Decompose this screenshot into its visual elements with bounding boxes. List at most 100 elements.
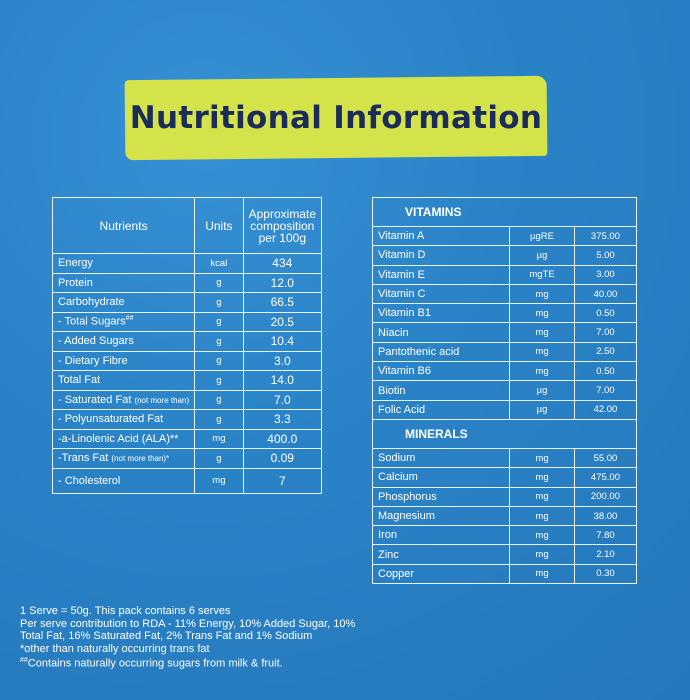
- value-cell: 10.4: [242, 331, 323, 352]
- value-cell: 7: [242, 467, 323, 494]
- unit-cell: g: [194, 448, 244, 469]
- nutrient-name: Zinc: [371, 544, 511, 565]
- nutrient-name: Iron: [371, 525, 511, 546]
- nutrient-row: -a-Linolenic Acid (ALA)** mg 400.0: [51, 428, 323, 449]
- unit-cell: µg: [509, 380, 575, 401]
- nutrition-table: Nutrients Units Approximate composition pe…: [51, 197, 323, 494]
- value-cell: 3.3: [242, 409, 323, 430]
- unit-cell: mgTE: [509, 264, 575, 285]
- nutrient-name: Calcium: [371, 467, 511, 488]
- header-cell: Nutrients: [51, 197, 196, 254]
- nutrient-name: Copper: [371, 563, 511, 585]
- unit-cell: mg: [509, 486, 575, 507]
- nutrient-name: Protein: [58, 276, 93, 289]
- unit-cell: µg: [509, 245, 575, 266]
- nutrient-name: Energy: [58, 257, 93, 270]
- nutrient-name: Vitamin B1: [371, 303, 511, 324]
- nutrient-note: (not more than): [134, 395, 190, 405]
- footnote-line: *other than naturally occurring trans fa…: [20, 642, 210, 655]
- nutrient-cell: - Cholesterol: [51, 467, 196, 494]
- nutrient-cell: -a-Linolenic Acid (ALA)**: [51, 428, 196, 449]
- nutrient-name: Vitamin B6: [371, 361, 511, 382]
- footnote-mark: ##: [125, 315, 134, 323]
- unit-cell: g: [194, 350, 244, 371]
- section-row: MINERALS: [372, 418, 637, 449]
- nutrient-row: Phosphorus mg 200.00: [371, 486, 638, 507]
- header-cell: Approximate composition per 100g: [242, 197, 323, 254]
- nutrient-name: Vitamin A: [371, 225, 511, 247]
- unit-cell: mg: [509, 303, 575, 324]
- nutrient-name: - Saturated Fat: [58, 393, 132, 406]
- nutrient-cell: Carbohydrate: [51, 292, 196, 313]
- unit-cell: kcal: [194, 253, 244, 274]
- nutrient-row: - Dietary Fibre g 3.0: [51, 350, 323, 371]
- nutrient-row: Vitamin B1 mg 0.50: [371, 303, 638, 324]
- footnote-line: ##Contains naturally occurring sugars fr…: [20, 655, 355, 670]
- unit-cell: g: [194, 292, 244, 313]
- nutrient-row: Biotin µg 7.00: [371, 380, 638, 401]
- header-row: Nutrients Units Approximate composition pe…: [51, 197, 323, 254]
- nutrient-name: Biotin: [371, 380, 511, 401]
- nutrient-name: - Dietary Fibre: [58, 354, 128, 367]
- nutrient-note: (not more than)*: [111, 454, 170, 464]
- footnote-line: Per serve contribution to RDA - 11% Ener…: [20, 617, 356, 630]
- nutrient-row: Calcium mg 475.00: [371, 467, 638, 488]
- nutrient-name: Niacin: [371, 322, 511, 343]
- nutrient-row: Magnesium mg 38.00: [371, 505, 638, 527]
- section-row: VITAMINS: [372, 197, 637, 227]
- nutrient-cell: Total Fat: [51, 370, 196, 391]
- footnote-line: 1 Serve = 50g. This pack contains 6 serv…: [20, 605, 231, 617]
- value-cell: 40.00: [573, 283, 638, 305]
- unit-cell: mg: [509, 467, 575, 488]
- unit-cell: mg: [509, 505, 575, 527]
- nutrient-name: - Cholesterol: [58, 474, 121, 487]
- value-cell: 2.10: [573, 544, 638, 565]
- nutrient-row: Folic Acid µg 42.00: [371, 399, 638, 420]
- value-cell: 20.5: [242, 311, 323, 332]
- nutrient-name: Vitamin C: [371, 283, 511, 305]
- unit-cell: mg: [509, 341, 575, 363]
- value-cell: 38.00: [573, 505, 638, 527]
- nutrient-name: Phosphorus: [371, 486, 511, 507]
- nutrient-row: - Saturated Fat (not more than) g 7.0: [51, 389, 323, 410]
- unit-cell: mg: [509, 525, 575, 546]
- unit-cell: mg: [509, 447, 575, 469]
- nutrient-name: - Total Sugars: [58, 316, 126, 329]
- header-cell: Units: [194, 197, 244, 254]
- nutrient-row: Vitamin B6 mg 0.50: [371, 361, 638, 382]
- nutrient-row: Carbohydrate g 66.5: [51, 292, 323, 313]
- nutrient-name: Magnesium: [371, 505, 511, 527]
- value-cell: 0.50: [573, 303, 638, 324]
- footnote-line: Total Fat, 16% Saturated Fat, 2% Trans F…: [20, 630, 313, 642]
- nutrient-cell: Energy: [51, 253, 196, 274]
- value-cell: 375.00: [573, 225, 638, 247]
- footnotes: 1 Serve = 50g. This pack contains 6 serv…: [20, 605, 355, 670]
- nutrient-row: - Polyunsaturated Fat g 3.3: [51, 409, 323, 430]
- nutrient-cell: -Trans Fat (not more than)*: [51, 448, 196, 469]
- nutrient-cell: Protein: [51, 272, 196, 293]
- title: Nutritional Information: [129, 100, 543, 136]
- unit-cell: mg: [509, 563, 575, 585]
- value-cell: 3.0: [242, 350, 323, 371]
- value-cell: 2.50: [573, 341, 638, 363]
- value-cell: 0.30: [573, 563, 638, 585]
- unit-cell: mg: [509, 544, 575, 565]
- value-cell: 434: [242, 253, 323, 274]
- nutrient-row: - Total Sugars## g 20.5: [51, 311, 323, 332]
- value-cell: 475.00: [573, 467, 638, 488]
- nutrient-row: Copper mg 0.30: [371, 563, 638, 585]
- nutrient-row: Niacin mg 7.00: [371, 322, 638, 343]
- unit-cell: g: [194, 272, 244, 293]
- unit-cell: g: [194, 331, 244, 352]
- value-cell: 42.00: [573, 399, 638, 420]
- nutrient-name: Pantothenic acid: [371, 341, 511, 363]
- section-heading: VITAMINS: [372, 197, 637, 227]
- unit-cell: g: [194, 311, 244, 332]
- nutrient-row: - Added Sugars g 10.4: [51, 331, 323, 352]
